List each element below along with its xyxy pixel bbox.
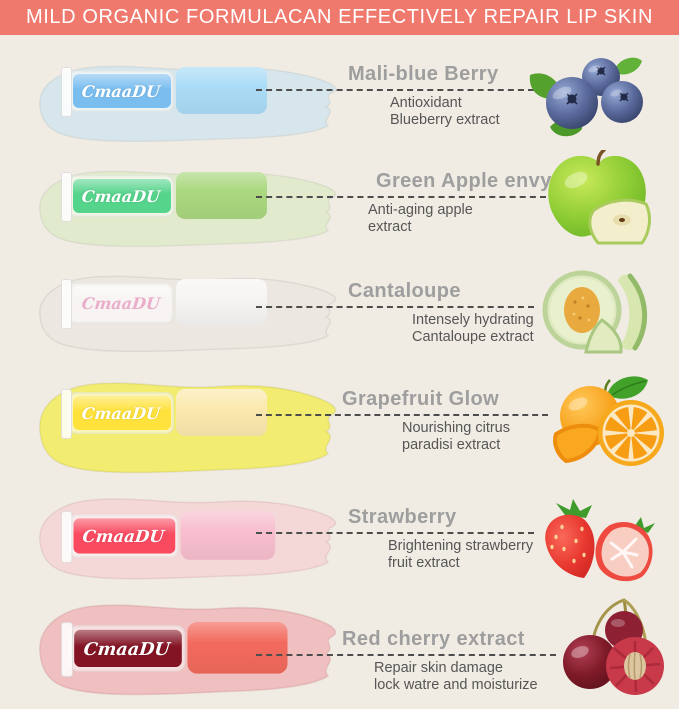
brand-logo: CmaaDU xyxy=(80,81,162,101)
flavor-name: Cantaloupe xyxy=(348,280,461,302)
green-apple-image xyxy=(548,150,651,245)
flavor-name: Red cherry extract xyxy=(342,628,525,650)
lipgloss-tube: CmaaDU xyxy=(61,67,267,117)
tube-bottle: CmaaDU xyxy=(60,510,179,563)
brand-logo: CmaaDU xyxy=(80,293,162,313)
cherries-image xyxy=(563,598,664,695)
brand-logo: CmaaDU xyxy=(82,637,172,659)
brand-logo: CmaaDU xyxy=(80,186,162,206)
strawberry-image xyxy=(545,499,655,582)
lipgloss-tube: CmaaDU xyxy=(60,510,276,563)
tube-liquid xyxy=(73,179,171,213)
flavor-name: Green Apple envy xyxy=(376,170,552,192)
tube-liquid xyxy=(73,286,171,320)
tube-bottle: CmaaDU xyxy=(61,172,174,222)
tube-liquid xyxy=(74,629,182,668)
callout-dashed-line xyxy=(256,196,546,198)
cantaloupe-image xyxy=(542,270,647,354)
product-row: CmaaDU Grapefruit Glow Nourishing citrus… xyxy=(0,372,679,487)
brand-logo: CmaaDU xyxy=(80,403,162,423)
tube-liquid xyxy=(73,396,171,430)
product-row: CmaaDU Green Apple envy Anti-aging apple… xyxy=(0,150,679,265)
callout-dashed-line xyxy=(256,89,534,91)
tube-bottle: CmaaDU xyxy=(60,621,186,678)
product-row: CmaaDU Mali-blue Berry Antioxidant Blueb… xyxy=(0,55,679,165)
flavor-name: Mali-blue Berry xyxy=(348,63,499,85)
product-row: CmaaDU Strawberry Brightening strawberry… xyxy=(0,487,679,592)
flavor-description: Antioxidant Blueberry extract xyxy=(390,95,500,128)
flavor-description: Repair skin damage lock watre and moistu… xyxy=(374,660,538,693)
callout-dashed-line xyxy=(256,532,534,534)
flavor-description: Anti-aging apple extract xyxy=(368,202,473,235)
callout-dashed-line xyxy=(256,414,548,416)
tube-cap xyxy=(176,389,267,436)
tube-bottle: CmaaDU xyxy=(61,67,174,117)
flavor-description: Intensely hydrating Cantaloupe extract xyxy=(412,312,534,345)
lipgloss-tube: CmaaDU xyxy=(61,389,267,439)
product-row: CmaaDU Cantaloupe Intensely hydrating Ca… xyxy=(0,265,679,372)
tube-liquid xyxy=(73,74,171,108)
tube-cap xyxy=(176,67,267,114)
tube-bottle: CmaaDU xyxy=(61,389,174,439)
tube-cap xyxy=(176,172,267,219)
flavor-name: Strawberry xyxy=(348,506,457,528)
flavor-description: Nourishing citrus paradisi extract xyxy=(402,420,510,453)
callout-dashed-line xyxy=(256,654,556,656)
product-row: CmaaDU Red cherry extract Repair skin da… xyxy=(0,592,679,709)
orange-image xyxy=(553,376,664,466)
lipgloss-tube: CmaaDU xyxy=(60,621,288,678)
tube-bottle: CmaaDU xyxy=(61,279,174,329)
lipgloss-tube: CmaaDU xyxy=(61,172,267,222)
callout-dashed-line xyxy=(256,306,534,308)
flavor-name: Grapefruit Glow xyxy=(342,388,500,410)
flavor-description: Brightening strawberry fruit extract xyxy=(388,538,534,571)
tube-cap xyxy=(176,279,267,326)
tube-cap xyxy=(187,622,288,674)
lipgloss-tube: CmaaDU xyxy=(61,279,267,329)
blueberries-image xyxy=(529,57,643,137)
tube-cap xyxy=(180,511,276,560)
tube-liquid xyxy=(73,518,176,554)
title-banner: MILD ORGANIC FORMULACAN EFFECTIVELY REPA… xyxy=(0,0,679,35)
brand-logo: CmaaDU xyxy=(81,526,166,546)
